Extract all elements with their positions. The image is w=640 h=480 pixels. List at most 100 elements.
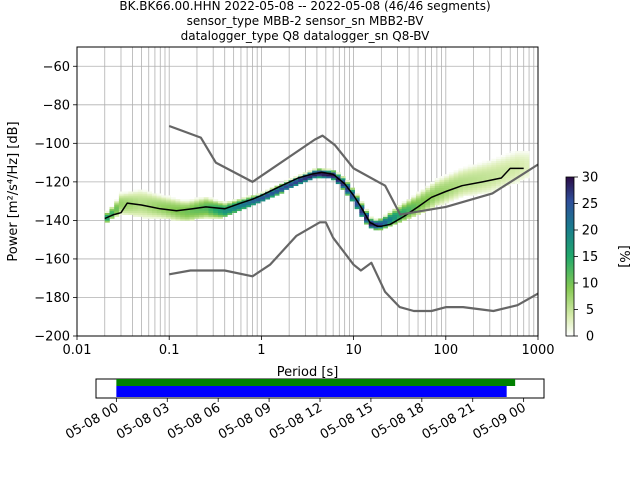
x-tick-label: 100	[433, 343, 458, 358]
density-cell	[453, 170, 459, 173]
density-cell	[472, 174, 478, 177]
density-cell	[463, 168, 469, 171]
density-cell	[166, 201, 172, 204]
density-cell	[439, 203, 445, 206]
density-cell	[519, 154, 525, 158]
density-cell	[481, 166, 487, 169]
density-cell	[382, 220, 388, 223]
density-cell	[406, 203, 412, 206]
density-cell	[458, 189, 464, 192]
density-cell	[453, 174, 459, 177]
density-cell	[142, 195, 148, 198]
density-cell	[472, 168, 478, 171]
density-cell	[151, 208, 157, 212]
density-cell	[293, 181, 299, 185]
density-cell	[312, 176, 318, 179]
density-cell	[354, 206, 360, 210]
density-cell	[491, 168, 497, 171]
density-cell	[510, 156, 516, 160]
density-cell	[321, 174, 327, 177]
density-cell	[274, 191, 280, 194]
density-cell	[505, 154, 511, 158]
density-cell	[444, 176, 450, 179]
density-cell	[467, 170, 473, 173]
density-cell	[133, 210, 139, 213]
density-cell	[316, 174, 322, 177]
density-cell	[524, 168, 530, 171]
density-cell	[147, 214, 153, 217]
density-cell	[312, 168, 318, 171]
density-cell	[170, 206, 176, 210]
density-cell	[118, 212, 124, 215]
density-cell	[114, 214, 120, 217]
density-cell	[307, 170, 313, 173]
density-cell	[250, 203, 256, 206]
density-cell	[269, 195, 275, 198]
density-cell	[241, 199, 247, 202]
density-cell	[467, 191, 473, 194]
density-cell	[364, 208, 370, 212]
density-cell	[453, 172, 459, 175]
density-cell	[448, 189, 454, 192]
density-cell	[514, 174, 520, 177]
density-cell	[463, 187, 469, 190]
density-cell	[444, 201, 450, 204]
density-cell	[166, 199, 172, 202]
density-cell	[448, 178, 454, 181]
y-tick-label: −120	[34, 175, 70, 190]
density-cell	[246, 195, 252, 198]
density-cell	[175, 203, 181, 206]
density-cell	[406, 216, 412, 219]
density-cell	[208, 201, 214, 204]
density-cell	[378, 226, 384, 229]
density-cell	[180, 218, 186, 221]
density-cell	[227, 210, 233, 213]
density-cell	[118, 191, 124, 194]
density-cell	[368, 220, 374, 223]
density-cell	[430, 183, 436, 187]
density-cell	[519, 168, 525, 171]
density-cell	[434, 183, 440, 187]
density-cell	[156, 201, 162, 204]
density-cell	[415, 203, 421, 206]
density-cell	[166, 197, 172, 200]
density-cell	[166, 203, 172, 206]
density-cell	[170, 203, 176, 206]
density-cell	[232, 208, 238, 212]
density-cell	[109, 216, 115, 219]
density-cell	[335, 181, 341, 185]
density-cell	[453, 195, 459, 198]
density-cell	[439, 181, 445, 185]
density-cell	[189, 208, 195, 212]
density-cell	[439, 195, 445, 198]
density-cell	[500, 178, 506, 181]
density-cell	[401, 216, 407, 219]
density-cell	[486, 176, 492, 179]
density-cell	[378, 220, 384, 223]
density-cell	[491, 170, 497, 173]
density-cell	[260, 199, 266, 202]
density-cell	[180, 214, 186, 217]
density-cell	[463, 181, 469, 185]
y-tick-label: −160	[34, 252, 70, 267]
density-cell	[496, 168, 502, 171]
density-cell	[434, 187, 440, 190]
density-cell	[114, 206, 120, 210]
title-line-2: sensor_type MBB-2 sensor_sn MBB2-BV	[187, 14, 425, 28]
density-cell	[269, 187, 275, 190]
density-cell	[260, 195, 266, 198]
density-cell	[411, 195, 417, 198]
density-cell	[472, 189, 478, 192]
density-cell	[420, 189, 426, 192]
density-cell	[236, 208, 242, 212]
density-cell	[463, 170, 469, 173]
density-cell	[217, 216, 223, 219]
density-cell	[415, 195, 421, 198]
density-cell	[104, 210, 110, 213]
density-cell	[481, 176, 487, 179]
density-cell	[481, 174, 487, 177]
density-cell	[147, 210, 153, 213]
density-cell	[368, 226, 374, 229]
density-cell	[453, 185, 459, 188]
density-cell	[227, 212, 233, 215]
